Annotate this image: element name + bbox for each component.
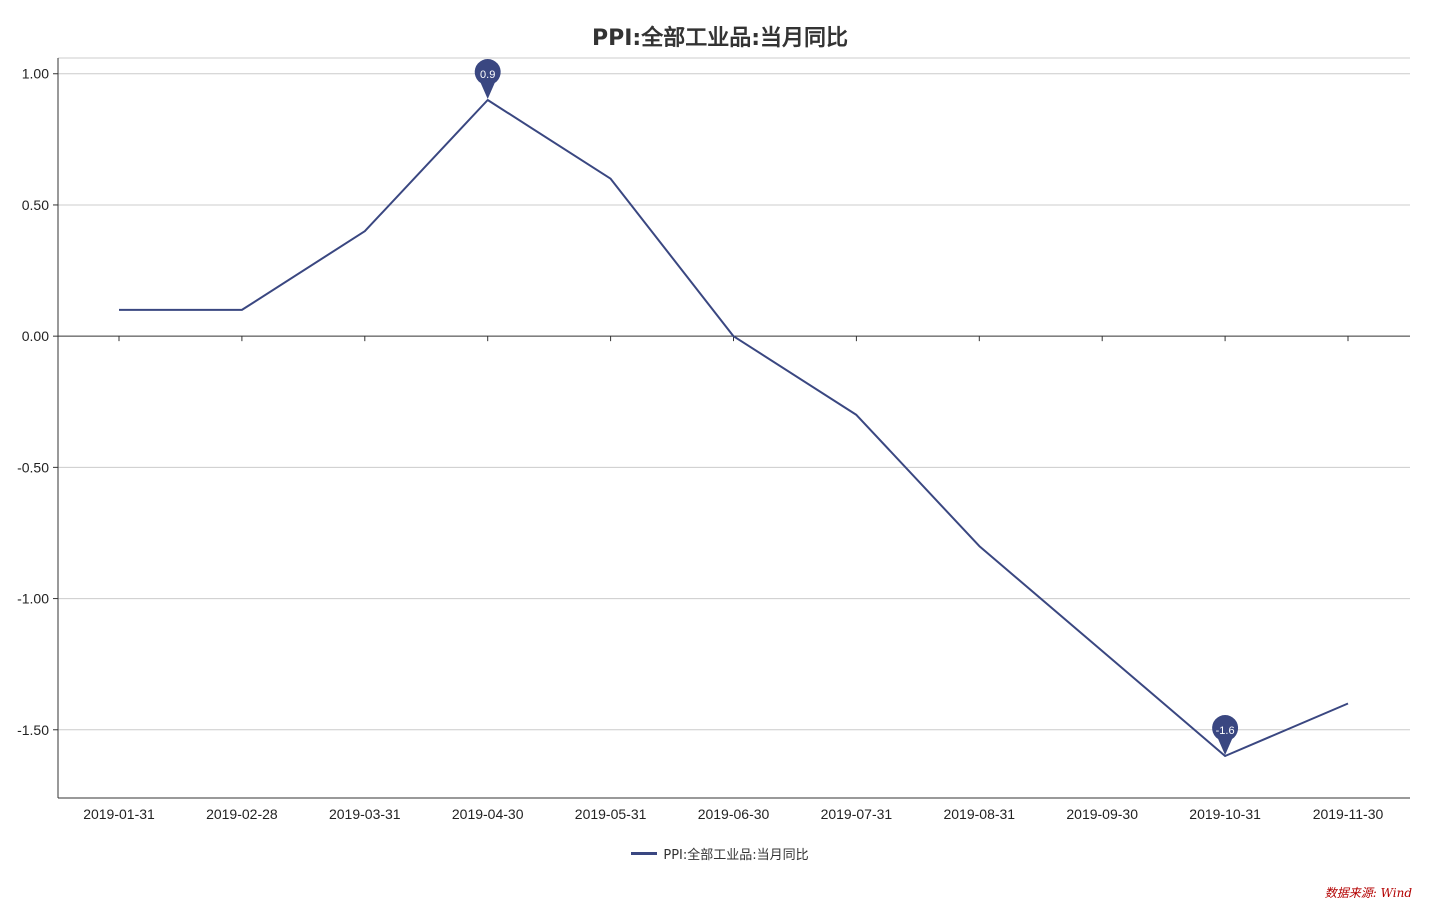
marker-label: 0.9	[480, 69, 495, 81]
chart-title: PPI:全部工业品:当月同比	[591, 26, 849, 51]
x-tick-label: 2019-09-30	[1066, 806, 1138, 822]
x-tick-label: 2019-01-31	[83, 806, 155, 822]
legend-swatch	[631, 852, 658, 855]
x-tick-label: 2019-10-31	[1189, 806, 1261, 822]
x-tick-label: 2019-04-30	[452, 806, 524, 822]
y-tick-label: -0.50	[17, 459, 49, 475]
x-tick-label: 2019-11-30	[1313, 806, 1384, 822]
x-tick-label: 2019-06-30	[698, 806, 770, 822]
source-note: 数据来源: Wind	[1324, 886, 1412, 900]
legend-label: PPI:全部工业品:当月同比	[663, 848, 809, 863]
marker-pin	[474, 59, 501, 99]
y-tick-label: 1.00	[22, 66, 49, 82]
y-tick-label: 0.00	[22, 328, 49, 344]
x-tick-label: 2019-03-31	[329, 806, 401, 822]
marker-pin	[1212, 715, 1239, 756]
x-tick-label: 2019-05-31	[575, 806, 647, 822]
legend[interactable]: PPI:全部工业品:当月同比	[0, 844, 1440, 863]
marker-label: -1.6	[1216, 725, 1235, 737]
y-tick-label: -1.00	[17, 591, 49, 607]
y-tick-label: -1.50	[17, 722, 49, 738]
y-tick-label: 0.50	[22, 197, 49, 213]
series-line	[119, 99, 1349, 757]
x-tick-label: 2019-08-31	[943, 806, 1015, 822]
x-tick-label: 2019-07-31	[821, 806, 893, 822]
x-tick-label: 2019-02-28	[206, 806, 278, 822]
